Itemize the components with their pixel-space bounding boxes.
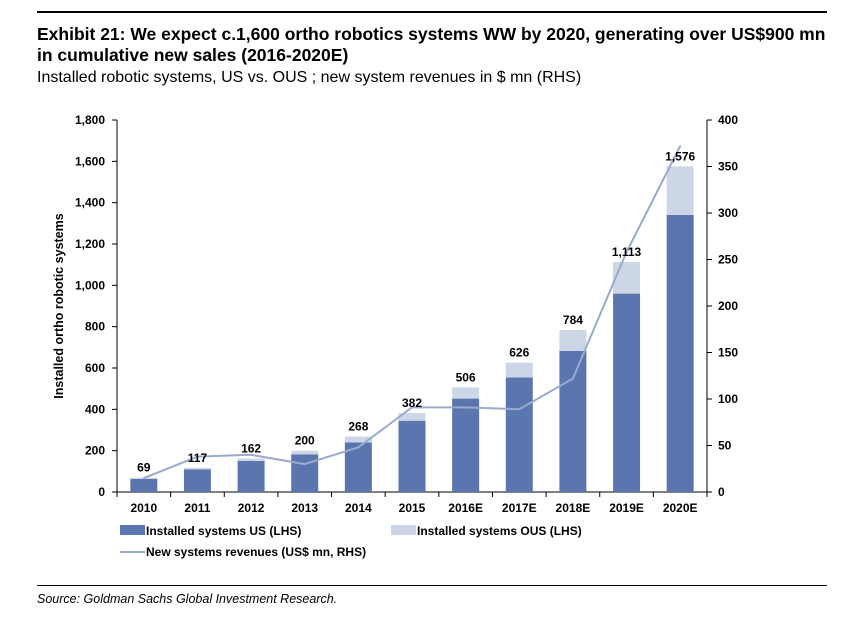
total-label: 382 <box>402 396 422 410</box>
y-tick-label-left: 1,200 <box>75 237 105 251</box>
source-note: Source: Goldman Sachs Global Investment … <box>37 592 338 606</box>
legend-label-line: New systems revenues (US$ mn, RHS) <box>146 545 366 559</box>
y-tick-label-left: 400 <box>85 402 105 416</box>
total-label: 784 <box>563 313 583 327</box>
y-tick-label-right: 50 <box>718 439 732 453</box>
bar-ous <box>613 261 641 294</box>
revenue-point <box>679 145 681 147</box>
total-label: 506 <box>456 370 476 384</box>
bar-us <box>559 350 587 492</box>
y-tick-label-left: 1,000 <box>75 278 105 292</box>
x-tick-label: 2015 <box>399 501 426 515</box>
total-label: 268 <box>348 420 368 434</box>
y-tick-label-right: 400 <box>718 113 738 127</box>
y-tick-label-left: 0 <box>98 485 105 499</box>
chart-subtitle: Installed robotic systems, US vs. OUS ; … <box>37 69 582 86</box>
bar-us <box>613 293 641 492</box>
chart-title: Exhibit 21: We expect c.1,600 ortho robo… <box>37 24 826 65</box>
legend-label-ous: Installed systems OUS (LHS) <box>417 524 582 538</box>
bar-us <box>398 420 426 492</box>
revenue-point <box>572 377 574 380</box>
x-tick-label: 2010 <box>130 501 157 515</box>
bar-us <box>452 398 480 492</box>
x-tick-label: 2019E <box>609 501 644 515</box>
y-axis-title: Installed ortho robotic systems <box>52 213 66 399</box>
revenue-point <box>357 446 360 449</box>
x-tick-label: 2012 <box>238 501 265 515</box>
bar-us <box>666 214 694 493</box>
y-tick-label-left: 800 <box>85 320 105 334</box>
x-tick-label: 2014 <box>345 501 372 515</box>
revenue-point <box>411 406 413 409</box>
revenue-point <box>518 408 521 411</box>
bar-us <box>291 454 319 492</box>
y-tick-label-right: 200 <box>718 299 738 313</box>
y-tick-label-right: 0 <box>718 485 725 499</box>
y-tick-label-left: 1,800 <box>75 113 105 127</box>
y-tick-label-left: 600 <box>85 361 105 375</box>
total-label: 117 <box>188 451 208 465</box>
bottom-rule <box>37 585 827 586</box>
x-tick-label: 2017E <box>502 501 537 515</box>
total-label: 200 <box>295 434 315 448</box>
bar-us <box>237 461 265 492</box>
y-tick-label-right: 350 <box>718 160 738 174</box>
legend-swatch-ous <box>391 525 416 535</box>
bar-us <box>505 377 533 492</box>
x-tick-label: 2018E <box>556 501 591 515</box>
bar-ous <box>398 413 426 421</box>
revenue-point <box>625 251 628 253</box>
bar-ous <box>344 436 372 443</box>
bar-ous <box>666 166 694 215</box>
revenue-point <box>303 463 306 465</box>
x-tick-label: 2016E <box>448 501 483 515</box>
bar-ous <box>291 450 319 455</box>
bar-ous <box>505 362 533 378</box>
x-tick-label: 2013 <box>291 501 318 515</box>
y-tick-label-right: 150 <box>718 346 738 360</box>
y-tick-label-right: 100 <box>718 392 738 406</box>
y-tick-label-right: 250 <box>718 253 738 267</box>
bar-ous <box>452 387 480 399</box>
total-label: 1,113 <box>612 245 642 259</box>
y-tick-label-right: 300 <box>718 206 738 220</box>
y-tick-label-left: 200 <box>85 444 105 458</box>
bar-ous <box>237 458 265 461</box>
total-label: 1,576 <box>665 149 695 163</box>
bar-ous <box>183 467 211 470</box>
y-tick-label-left: 1,400 <box>75 196 105 210</box>
total-label: 69 <box>137 461 151 475</box>
revenue-point <box>196 455 199 458</box>
revenue-point <box>250 454 252 456</box>
total-label: 626 <box>509 346 529 360</box>
legend-swatch-us <box>120 525 145 535</box>
bar-ous <box>559 329 587 351</box>
y-tick-label-left: 1,600 <box>75 154 105 168</box>
total-label: 162 <box>241 442 261 456</box>
x-tick-label: 2020E <box>663 501 698 515</box>
top-rule <box>37 11 827 13</box>
bar-us <box>183 469 211 492</box>
legend-label-us: Installed systems US (LHS) <box>146 524 301 538</box>
revenue-point <box>143 477 145 479</box>
x-tick-label: 2011 <box>184 501 210 515</box>
revenue-point <box>464 406 467 409</box>
bar-us <box>130 478 158 492</box>
